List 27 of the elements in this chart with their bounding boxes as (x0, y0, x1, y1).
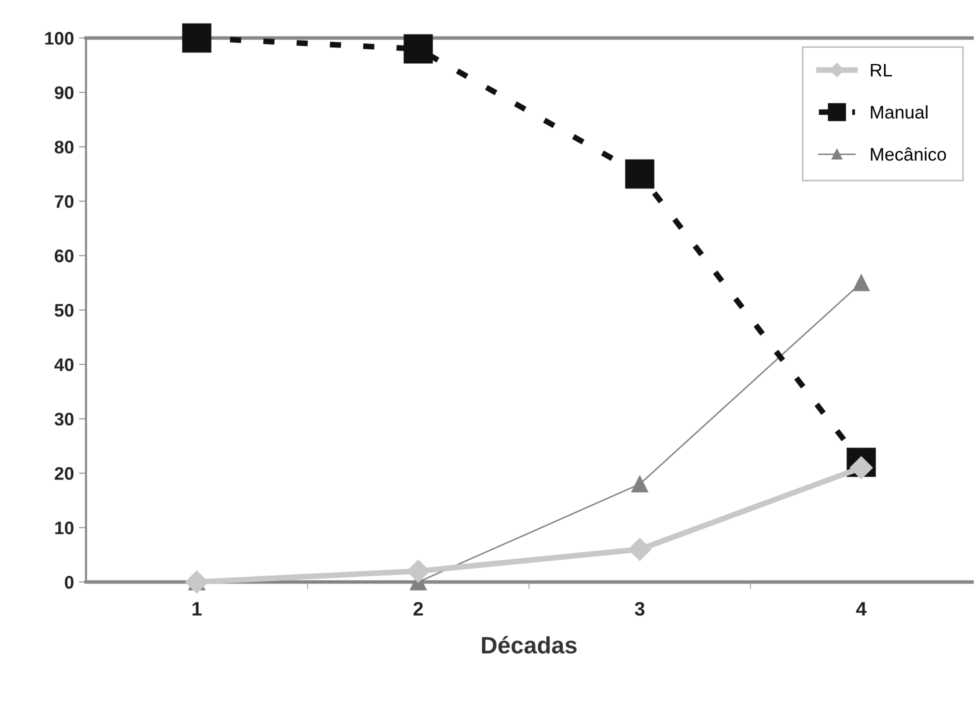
y-tick-label: 50 (54, 304, 74, 317)
y-tick-label: 100 (45, 32, 74, 45)
legend-label: Mecânico (870, 147, 946, 161)
y-tick-label: 40 (54, 358, 74, 372)
point (406, 560, 430, 583)
y-tick-label: 60 (54, 250, 74, 262)
y-tick-label: 80 (54, 140, 74, 154)
point (182, 23, 212, 53)
x-tick-label: 4 (856, 602, 867, 616)
x-tick-label: 3 (634, 602, 644, 616)
point (631, 476, 648, 492)
x-tick-label: 1 (192, 602, 202, 616)
point (625, 159, 654, 189)
x-tick-label: 2 (414, 602, 423, 616)
legend-label: Manual (870, 105, 928, 119)
y-tick-label: 20 (54, 467, 74, 480)
point (852, 274, 870, 292)
y-tick-label: 70 (54, 195, 74, 208)
y-tick-label: 90 (54, 86, 74, 100)
y-tick-label: 10 (55, 522, 74, 534)
x-axis-title: Décadas (482, 636, 577, 654)
point (628, 538, 652, 561)
legend-label: RL (870, 64, 892, 76)
point (185, 570, 208, 594)
y-tick-label: 0 (64, 576, 74, 589)
point (404, 34, 433, 64)
y-tick-label: 30 (54, 412, 74, 426)
